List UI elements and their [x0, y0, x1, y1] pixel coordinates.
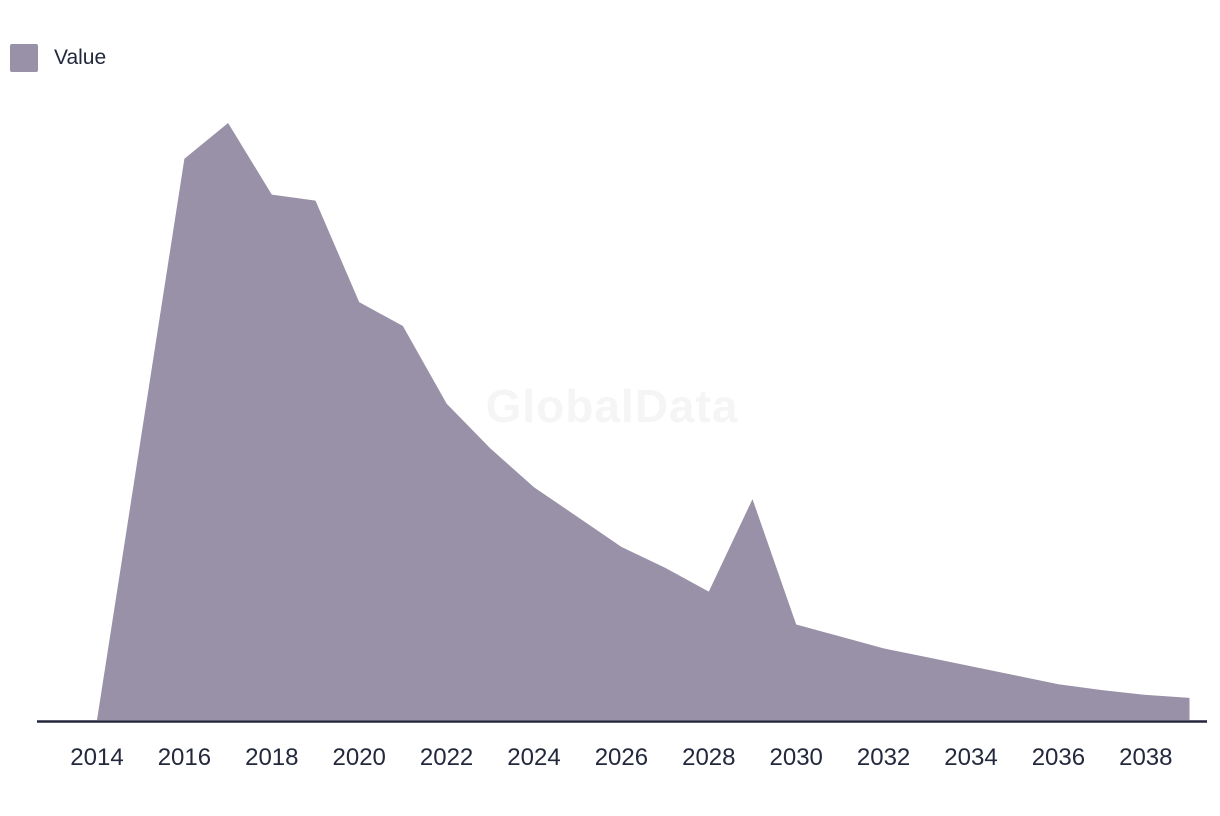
x-tick-label: 2022 [420, 744, 473, 771]
legend: Value [10, 44, 106, 72]
x-tick-label: 2032 [857, 744, 910, 771]
x-tick-label: 2038 [1119, 744, 1172, 771]
x-tick-label: 2024 [507, 744, 560, 771]
x-axis-ticks: 2014 2016 2018 2020 2022 2024 2026 2028 2030 2032… [70, 744, 1172, 771]
x-tick-label: 2034 [944, 744, 997, 771]
x-tick-label: 2018 [245, 744, 298, 771]
x-tick-label: 2016 [158, 744, 211, 771]
x-tick-label: 2014 [70, 744, 123, 771]
legend-label-value: Value [54, 46, 107, 69]
legend-swatch-value [10, 44, 38, 72]
x-tick-label: 2036 [1032, 744, 1085, 771]
x-tick-label: 2026 [595, 744, 648, 771]
x-tick-label: 2028 [682, 744, 735, 771]
value-area-series[interactable] [97, 123, 1190, 720]
x-tick-label: 2030 [770, 744, 823, 771]
x-tick-label: 2020 [333, 744, 386, 771]
